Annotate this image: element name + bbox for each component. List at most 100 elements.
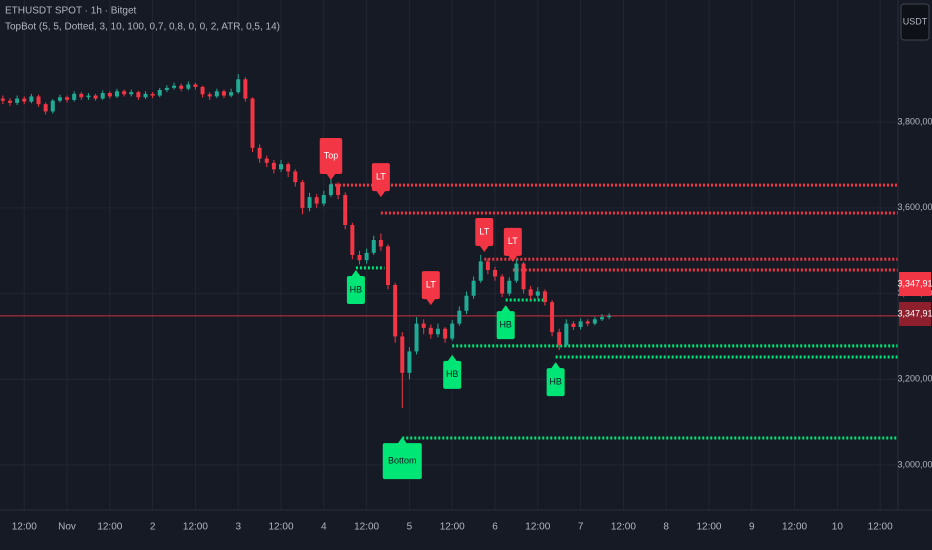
candle-body	[122, 91, 127, 95]
x-tick-label: 12:00	[868, 522, 893, 533]
candle-body	[114, 91, 119, 97]
signal-box	[371, 163, 390, 192]
candle-body	[364, 252, 369, 261]
candle-body	[50, 100, 55, 112]
candle-body	[22, 98, 27, 102]
candle-body	[307, 197, 312, 208]
candle-body	[585, 321, 590, 324]
candle-body	[421, 323, 426, 328]
candle-body	[428, 327, 433, 335]
x-tick-label: 12:00	[12, 522, 37, 533]
currency-button-label[interactable]: USDT	[903, 16, 928, 26]
y-tick-label: 3,800,00	[897, 117, 932, 127]
candle-body	[414, 323, 419, 352]
x-tick-label: 10	[832, 522, 844, 533]
x-tick-label: 12:00	[354, 522, 379, 533]
candle-body	[578, 321, 583, 327]
signal-pointer	[325, 173, 336, 180]
candle-body	[136, 92, 141, 98]
candle-body	[407, 351, 412, 373]
candle-body	[243, 79, 248, 99]
candle-body	[514, 263, 519, 281]
candle-body	[65, 97, 70, 100]
candle-body	[443, 328, 448, 339]
signal-box	[503, 227, 522, 256]
candle-body	[471, 280, 476, 296]
currency-button[interactable]	[900, 3, 930, 41]
candle-body	[393, 285, 398, 337]
x-tick-label: 7	[578, 522, 584, 533]
x-tick-label: 12:00	[269, 522, 294, 533]
x-tick-label: 12:00	[97, 522, 122, 533]
signal-box	[382, 443, 422, 480]
candle-body	[321, 195, 326, 204]
candle-body	[250, 98, 255, 148]
candle-body	[386, 246, 391, 285]
candle-body	[93, 95, 98, 99]
signal-box	[475, 218, 494, 246]
signal-pointer	[375, 190, 386, 198]
candle-body	[143, 93, 148, 98]
candle-body	[29, 96, 34, 102]
candle-body	[457, 310, 462, 324]
candle-body	[15, 98, 20, 103]
candle-body	[493, 270, 498, 277]
candle-body	[279, 164, 284, 170]
candle-body	[542, 291, 547, 303]
x-tick-label: 2	[150, 522, 156, 533]
symbol-line: ETHUSDT SPOT · 1h · Bitget	[5, 6, 137, 17]
signal-pointer	[397, 437, 408, 445]
signal-box	[546, 368, 565, 397]
candle-body	[535, 291, 540, 296]
candle-body	[236, 79, 241, 93]
candle-body	[521, 263, 526, 290]
candle-body	[107, 93, 112, 97]
x-tick-label: 12:00	[696, 522, 721, 533]
signals: Top LT LT LT LT HB HB HB HB Bottom	[319, 138, 565, 480]
candle-body	[450, 323, 455, 339]
candle-body	[336, 184, 341, 195]
x-tick-label: 3	[235, 522, 241, 533]
candle-body	[72, 93, 77, 100]
y-tick-label: 3,000,00	[897, 459, 932, 469]
signal-label: HB	[549, 377, 562, 387]
candle-body	[343, 195, 348, 225]
x-tick-label: 5	[407, 522, 413, 533]
signal-label: LT	[376, 172, 386, 182]
candle-body	[293, 171, 298, 183]
candle-body	[478, 261, 483, 281]
candle-body	[207, 94, 212, 97]
signal-box	[496, 311, 515, 340]
candle-body	[264, 158, 269, 163]
indicator-line: TopBot (5, 5, Dotted, 3, 10, 100, 0,7, 0…	[5, 22, 280, 33]
price-label: 3,347,91	[897, 308, 932, 318]
signal-pointer	[350, 270, 361, 277]
signal-pointer	[500, 305, 511, 313]
candle-body	[79, 93, 84, 98]
x-tick-label: 12:00	[183, 522, 208, 533]
y-tick-label: 3,200,00	[897, 374, 932, 384]
candle-body	[36, 96, 41, 105]
candle-body	[179, 85, 184, 89]
signal-label: Bottom	[388, 456, 417, 466]
candle-body	[172, 85, 177, 88]
candle-body	[485, 261, 490, 270]
candle-body	[7, 100, 12, 103]
candle-body	[214, 91, 219, 97]
price-label-box	[899, 302, 931, 326]
signal-pointer	[507, 254, 518, 262]
candle-body	[500, 276, 505, 294]
signal-box	[346, 276, 365, 304]
x-tick-label: 6	[492, 522, 498, 533]
candle-body	[607, 315, 612, 318]
candle-body	[300, 182, 305, 208]
x-tick-label: 12:00	[782, 522, 807, 533]
x-tick-label: Nov	[58, 522, 76, 533]
candle-body	[328, 184, 333, 195]
candle-body	[371, 240, 376, 253]
candle-body	[571, 323, 576, 327]
levels	[0, 183, 898, 440]
candle-body	[464, 295, 469, 311]
